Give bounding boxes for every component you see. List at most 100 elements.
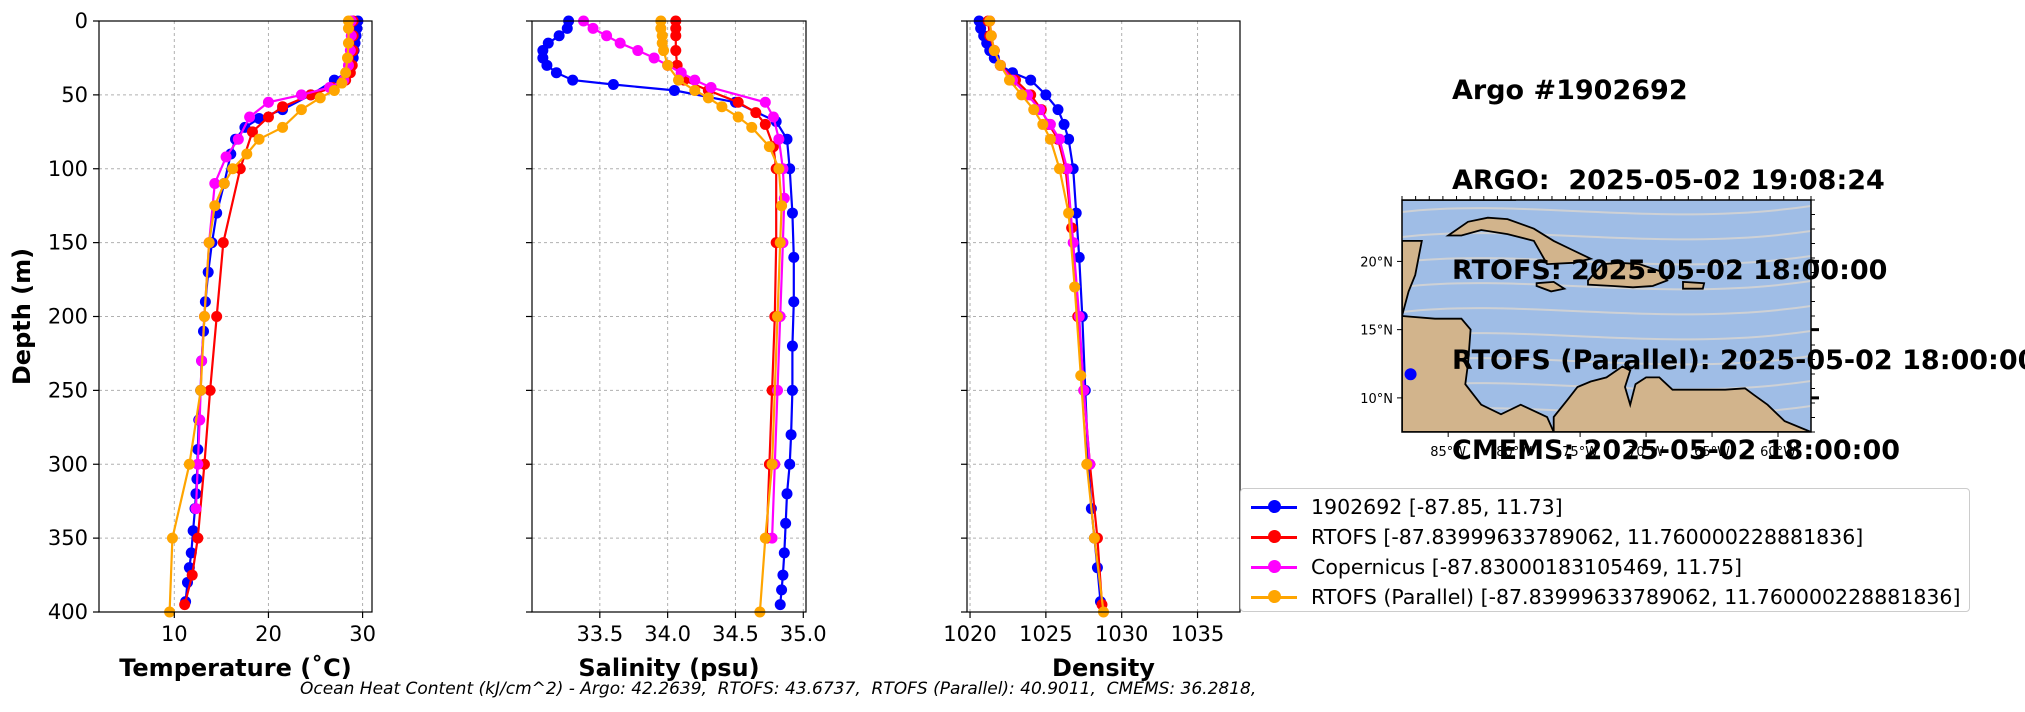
data-point	[759, 118, 771, 130]
data-point	[668, 84, 680, 96]
argo-float-marker	[1404, 368, 1417, 381]
data-point	[774, 237, 786, 249]
x-tick-label: 34.0	[644, 622, 691, 646]
map-land-4	[1535, 280, 1567, 293]
y-tick-label: 200	[48, 305, 88, 329]
data-point	[772, 311, 784, 322]
data-point	[192, 458, 204, 470]
data-point	[1067, 237, 1079, 249]
x-axis-label: Temperature (˚C)	[119, 654, 352, 682]
data-point	[336, 77, 348, 89]
data-point	[195, 384, 207, 396]
data-point	[1044, 133, 1056, 145]
data-point	[328, 84, 340, 96]
profile-panel-1: 33.5 34.0 34.5 35.0 Salinity (psu)	[526, 15, 827, 682]
data-point	[541, 59, 553, 71]
legend: 1902692 [-87.85, 11.73] RTOFS [-87.83999…	[1240, 488, 1970, 612]
data-point	[988, 45, 1000, 57]
data-point	[209, 178, 221, 190]
data-point	[788, 296, 800, 308]
data-point	[262, 96, 274, 108]
data-point	[781, 133, 793, 145]
data-point	[553, 30, 565, 42]
series-line-3	[988, 20, 1105, 613]
y-tick-label: 350	[48, 526, 88, 550]
data-point	[192, 532, 204, 544]
data-point	[587, 22, 599, 34]
data-point	[1054, 133, 1066, 145]
legend-item-rtofs: RTOFS [-87.83999633789062, 11.7600002288…	[1249, 523, 1863, 551]
ocean-heat-content-footer: Ocean Heat Content (kJ/cm^2) - Argo: 42.…	[300, 679, 1257, 699]
data-point	[314, 92, 326, 104]
data-point	[750, 107, 762, 119]
x-tick-label: 35.0	[780, 622, 827, 646]
data-point	[759, 532, 771, 544]
data-point	[1073, 251, 1085, 263]
data-point	[607, 79, 619, 91]
data-point	[550, 67, 562, 79]
data-point	[781, 488, 793, 500]
data-point	[1040, 89, 1052, 101]
y-axis-label: Depth (m)	[8, 248, 36, 385]
data-point	[780, 517, 792, 529]
data-point	[648, 52, 660, 64]
data-point	[601, 30, 613, 42]
data-point	[778, 547, 790, 559]
x-tick-label: 34.5	[712, 622, 759, 646]
data-point	[1075, 370, 1087, 382]
data-point	[785, 429, 797, 441]
x-axis-label: Salinity (psu)	[578, 654, 759, 682]
legend-label-argo: 1902692 [-87.85, 11.73]	[1311, 495, 1563, 519]
map-land-0	[1402, 239, 1555, 432]
data-point	[776, 200, 788, 212]
legend-label-rtofs-parallel: RTOFS (Parallel) [-87.83999633789062, 11…	[1311, 585, 1961, 609]
data-point	[1044, 118, 1056, 130]
legend-label-copernicus: Copernicus [-87.83000183105469, 11.75]	[1311, 555, 1743, 579]
data-point	[277, 101, 289, 113]
data-point	[277, 121, 289, 133]
data-point	[689, 74, 701, 86]
legend-item-argo: 1902692 [-87.85, 11.73]	[1249, 493, 1563, 521]
data-point	[232, 133, 244, 145]
map-lat-label: 10°N	[1360, 392, 1393, 407]
map-lon-label: 60°W	[1760, 445, 1796, 460]
map-land-5	[1682, 280, 1706, 290]
profile-plots: 10 20 30050100150200250300350400Temperatur…	[8, 9, 1241, 682]
map-land-3	[1587, 261, 1669, 289]
data-point	[632, 45, 644, 57]
data-point	[672, 74, 684, 86]
data-point	[702, 92, 714, 104]
data-point	[786, 207, 798, 219]
series-line-0	[184, 20, 359, 602]
data-point	[340, 67, 352, 79]
data-point	[1028, 104, 1040, 116]
data-point	[670, 30, 682, 42]
data-point	[1063, 207, 1075, 219]
data-point	[985, 30, 997, 42]
data-point	[1025, 74, 1037, 86]
data-point	[234, 163, 246, 175]
data-point	[662, 59, 674, 71]
data-point	[561, 22, 573, 34]
axes-frame	[966, 20, 1241, 613]
x-tick-label: 20	[255, 622, 282, 646]
data-point	[773, 163, 785, 175]
data-point	[746, 121, 758, 133]
data-point	[183, 458, 195, 470]
data-point	[1003, 74, 1015, 86]
map-lat-label: 20°N	[1360, 255, 1393, 270]
x-tick-label: 1025	[1019, 622, 1072, 646]
profile-panel-2: 1020 1025 1030 1035 Density	[943, 15, 1241, 682]
x-tick-label: 10	[161, 622, 188, 646]
data-point	[220, 151, 232, 163]
data-point	[774, 599, 786, 611]
data-point	[1063, 133, 1075, 145]
map-lon-label: 85°W	[1430, 445, 1466, 460]
data-point	[185, 547, 197, 559]
figure-title: Argo #1902692 ARGO: 2025-05-02 19:08:24 …	[1452, 16, 2025, 496]
data-point	[253, 133, 265, 145]
data-point	[1070, 207, 1082, 219]
inset-map: 20°N 15°N 10°N 85°W 80°W 75°W 70°W 65°W 60°W	[1360, 196, 1819, 460]
data-point	[227, 163, 239, 175]
series-line-2	[582, 20, 786, 539]
